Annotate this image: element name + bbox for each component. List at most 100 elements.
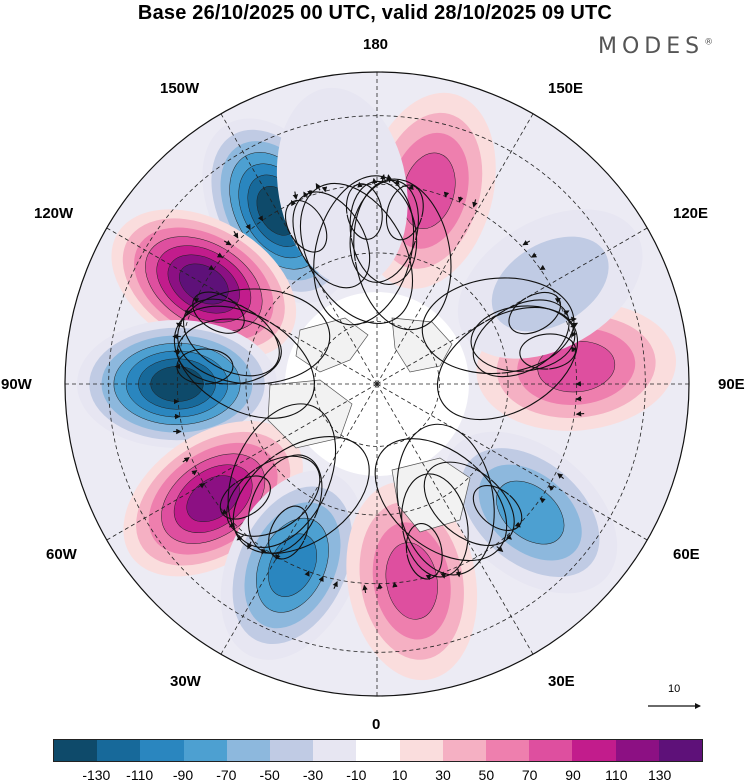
flow-arrow	[506, 534, 513, 540]
streamline	[423, 461, 515, 547]
flow-arrow	[443, 191, 450, 198]
flow-arrow	[275, 553, 281, 560]
streamline	[192, 291, 245, 334]
meridian-line	[220, 383, 378, 655]
colorbar-tick-label: 10	[391, 767, 408, 783]
lon-label-90e: 90E	[718, 376, 745, 393]
flow-arrow	[496, 546, 504, 552]
flow-arrow	[472, 199, 478, 208]
colorbar-tick-label: -50	[259, 767, 280, 783]
lon-label-150w: 150W	[160, 80, 200, 97]
lon-label-120w: 120W	[34, 205, 74, 222]
flow-arrow	[261, 548, 267, 555]
meridian-line	[376, 383, 648, 541]
brand-logo: MODES®	[598, 34, 713, 59]
lon-label-0: 0	[372, 716, 381, 733]
streamline	[292, 191, 371, 289]
meridian-line	[106, 383, 378, 541]
streamline	[472, 485, 523, 531]
colorbar-tick-label: -10	[346, 767, 367, 783]
flow-arrow	[514, 521, 521, 528]
flow-arrow	[318, 575, 324, 582]
streamline	[176, 348, 234, 385]
flow-arrow	[307, 190, 313, 197]
brand-mark: ®	[704, 37, 714, 48]
colorbar-tick-label: -130	[82, 767, 111, 783]
graticule	[65, 72, 689, 696]
colorbar-tick-label: -110	[126, 767, 154, 783]
colorbar-tick-label: 110	[605, 767, 628, 783]
flow-arrow	[539, 264, 546, 271]
colorbar-cell	[140, 740, 184, 761]
streamline	[345, 183, 383, 240]
streamline	[519, 333, 577, 370]
flow-arrow	[455, 568, 462, 578]
streamline	[508, 291, 562, 335]
colorbar-cell	[658, 740, 703, 761]
colorbar-cell	[356, 740, 400, 761]
flow-arrow	[247, 541, 253, 550]
streamline	[299, 182, 414, 325]
flow-arrow	[221, 508, 228, 515]
flow-arrow	[548, 485, 555, 492]
streamline	[470, 305, 576, 372]
flow-arrow	[539, 497, 546, 504]
colorbar-cell	[529, 740, 573, 761]
flow-arrow	[191, 470, 198, 476]
map-title: Base 26/10/2025 00 UTC, valid 28/10/2025…	[137, 2, 613, 24]
colorbar-cell	[399, 740, 443, 761]
latitude-circle	[245, 252, 509, 516]
streamline	[219, 475, 271, 520]
streamline	[374, 438, 508, 562]
flow-arrow	[304, 570, 310, 577]
reference-vector-label: 10	[668, 683, 681, 695]
flow-arrow	[315, 182, 321, 191]
streamline	[472, 299, 570, 378]
streamline	[177, 288, 331, 385]
streamline	[227, 403, 337, 548]
colorbar-cell	[486, 740, 530, 761]
streamline	[284, 199, 328, 253]
streamline	[349, 180, 418, 285]
lon-label-60w: 60W	[46, 546, 77, 563]
streamline	[405, 523, 443, 580]
lon-label-180: 180	[363, 36, 389, 53]
colorbar-tick-label: 90	[565, 767, 581, 783]
flow-arrow	[290, 200, 297, 207]
latitude-circle	[314, 321, 440, 447]
flow-arrow	[371, 177, 378, 185]
flow-arrow	[522, 240, 531, 246]
colorbar-cell	[226, 740, 271, 761]
colorbar	[53, 739, 703, 762]
map-border	[64, 71, 690, 697]
colorbar-tick-label: 130	[647, 767, 672, 783]
flow-arrow	[208, 264, 215, 271]
meridian-line	[376, 113, 534, 385]
colorbar-tick-label: -70	[216, 767, 237, 783]
colorbar-cell	[572, 740, 616, 761]
streamline	[436, 306, 579, 421]
colorbar-tick-label: 30	[435, 767, 451, 783]
flow-arrow	[557, 473, 565, 480]
lon-label-90w: 90W	[1, 376, 32, 393]
flow-arrow	[570, 322, 579, 328]
streamline	[353, 178, 452, 331]
streamline	[173, 305, 315, 419]
colorbar-cell	[615, 740, 659, 761]
lon-label-60e: 60E	[673, 546, 700, 563]
flow-arrow	[362, 584, 368, 594]
flow-arrow	[245, 223, 251, 231]
lon-label-120e: 120E	[673, 205, 709, 222]
flow-arrow	[223, 240, 232, 246]
brand-name: MODES	[598, 34, 705, 59]
streamline	[349, 179, 419, 283]
streamline	[176, 318, 282, 385]
streamline	[247, 454, 323, 554]
flow-arrow	[182, 457, 190, 463]
meridian-line	[376, 383, 534, 655]
colorbar-tick-label: 50	[478, 767, 495, 783]
flow-arrow	[193, 297, 200, 304]
colorbar-cell	[442, 740, 487, 761]
streamlines	[172, 173, 585, 594]
